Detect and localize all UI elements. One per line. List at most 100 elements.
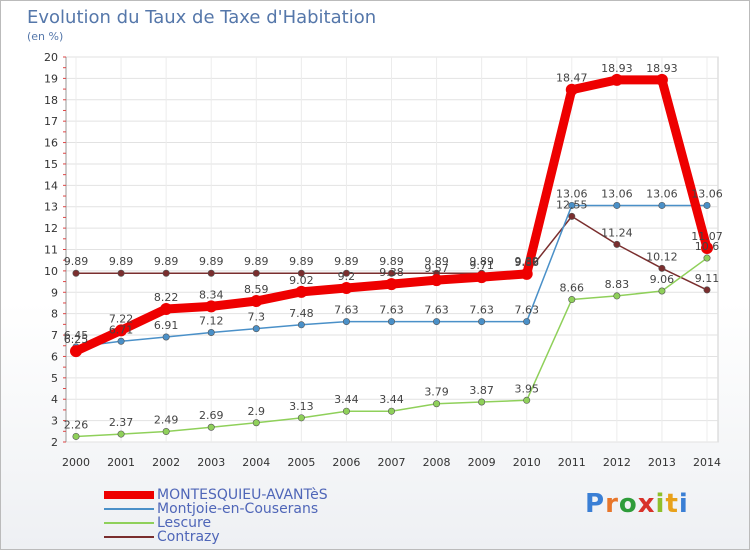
- data-label: 2.9: [248, 405, 266, 418]
- data-point: [613, 240, 621, 248]
- data-point: [655, 73, 668, 86]
- y-tick-label: 15: [44, 158, 58, 171]
- data-point: [613, 292, 621, 300]
- data-point: [433, 318, 441, 326]
- y-tick-label: 4: [51, 393, 58, 406]
- legend-label: Contrazy: [157, 529, 220, 545]
- data-label: 9.71: [469, 259, 494, 272]
- data-label: 9.89: [244, 255, 269, 268]
- data-point: [385, 278, 398, 291]
- data-label: 6.45: [64, 329, 89, 342]
- data-point: [297, 269, 305, 277]
- data-point: [115, 324, 128, 337]
- data-label: 9.57: [424, 262, 449, 275]
- data-label: 7.3: [248, 311, 266, 324]
- data-point: [297, 414, 305, 422]
- y-tick-label: 6: [51, 350, 58, 363]
- x-tick-label: 2011: [558, 456, 586, 469]
- data-point: [387, 318, 395, 326]
- data-label: 7.63: [514, 304, 539, 317]
- logo-letter: x: [637, 489, 656, 519]
- data-label: 9.89: [109, 255, 134, 268]
- logo-letter: r: [605, 489, 619, 519]
- data-point: [475, 271, 488, 284]
- data-label: 9.06: [650, 273, 675, 286]
- y-tick-label: 12: [44, 222, 58, 235]
- y-tick-label: 8: [51, 308, 58, 321]
- data-point: [610, 73, 623, 86]
- y-tick-label: 14: [44, 179, 58, 192]
- data-point: [162, 269, 170, 277]
- data-point: [205, 300, 218, 313]
- data-point: [387, 269, 395, 277]
- data-label: 9.89: [289, 255, 314, 268]
- data-label: 3.87: [469, 384, 494, 397]
- data-label: 7.63: [469, 304, 494, 317]
- legend-swatch: [104, 508, 154, 510]
- x-tick-label: 2005: [287, 456, 315, 469]
- data-point: [117, 430, 125, 438]
- x-tick-label: 2014: [693, 456, 721, 469]
- x-tick-label: 2012: [603, 456, 631, 469]
- x-tick-label: 2013: [648, 456, 676, 469]
- chart-unit: (en %): [27, 30, 64, 43]
- data-point: [658, 287, 666, 295]
- legend-label: MONTESQUIEU-AVANTèS: [157, 487, 328, 503]
- data-point: [207, 269, 215, 277]
- x-tick-label: 2002: [152, 456, 180, 469]
- data-point: [295, 285, 308, 298]
- data-label: 9.2: [338, 270, 356, 283]
- data-label: 9.89: [64, 255, 89, 268]
- y-tick-label: 11: [44, 244, 58, 257]
- data-label: 18.47: [556, 72, 588, 85]
- data-label: 7.63: [424, 304, 449, 317]
- data-label: 2.69: [199, 409, 224, 422]
- data-point: [565, 83, 578, 96]
- y-tick-label: 7: [51, 329, 58, 342]
- data-label: 8.22: [154, 291, 179, 304]
- y-tick-label: 13: [44, 201, 58, 214]
- data-label: 9.89: [334, 255, 359, 268]
- data-point: [342, 407, 350, 415]
- data-point: [703, 254, 711, 262]
- data-label: 3.13: [289, 400, 314, 413]
- data-point: [520, 267, 533, 280]
- chart-title: Evolution du Taux de Taxe d'Habitation: [27, 7, 377, 28]
- data-point: [70, 345, 82, 358]
- data-label: 9.86: [514, 256, 539, 269]
- y-tick-label: 2: [51, 436, 58, 449]
- x-tick-label: 2010: [513, 456, 541, 469]
- y-tick-label: 3: [51, 415, 58, 428]
- data-label: 9.11: [695, 272, 720, 285]
- legend-item: Montjoie-en-Couserans: [104, 502, 318, 516]
- data-label: 7.48: [289, 307, 314, 320]
- data-point: [568, 296, 576, 304]
- legend-item: Lescure: [104, 516, 211, 530]
- data-label: 12.55: [556, 198, 588, 211]
- data-point: [658, 201, 666, 209]
- x-tick-label: 2000: [62, 456, 90, 469]
- legend-swatch: [104, 491, 154, 499]
- data-label: 9.02: [289, 274, 314, 287]
- proxiti-logo: Proxiti: [585, 489, 689, 519]
- data-label: 9.89: [469, 255, 494, 268]
- data-label: 9.89: [199, 255, 224, 268]
- data-point: [207, 328, 215, 336]
- data-point: [162, 428, 170, 436]
- data-label: 11.07: [691, 230, 723, 243]
- data-point: [72, 269, 80, 277]
- data-label: 10.12: [646, 250, 678, 263]
- data-label: 2.49: [154, 414, 179, 427]
- legend-item: MONTESQUIEU-AVANTèS: [104, 488, 328, 502]
- data-label: 9.89: [424, 255, 449, 268]
- data-point: [568, 201, 576, 209]
- data-point: [117, 337, 125, 345]
- data-label: 13.06: [691, 187, 723, 200]
- legend-swatch: [104, 536, 154, 538]
- x-tick-label: 2008: [423, 456, 451, 469]
- data-label: 3.44: [334, 393, 359, 406]
- data-point: [342, 318, 350, 326]
- data-point: [160, 302, 173, 315]
- data-label: 9.89: [154, 255, 179, 268]
